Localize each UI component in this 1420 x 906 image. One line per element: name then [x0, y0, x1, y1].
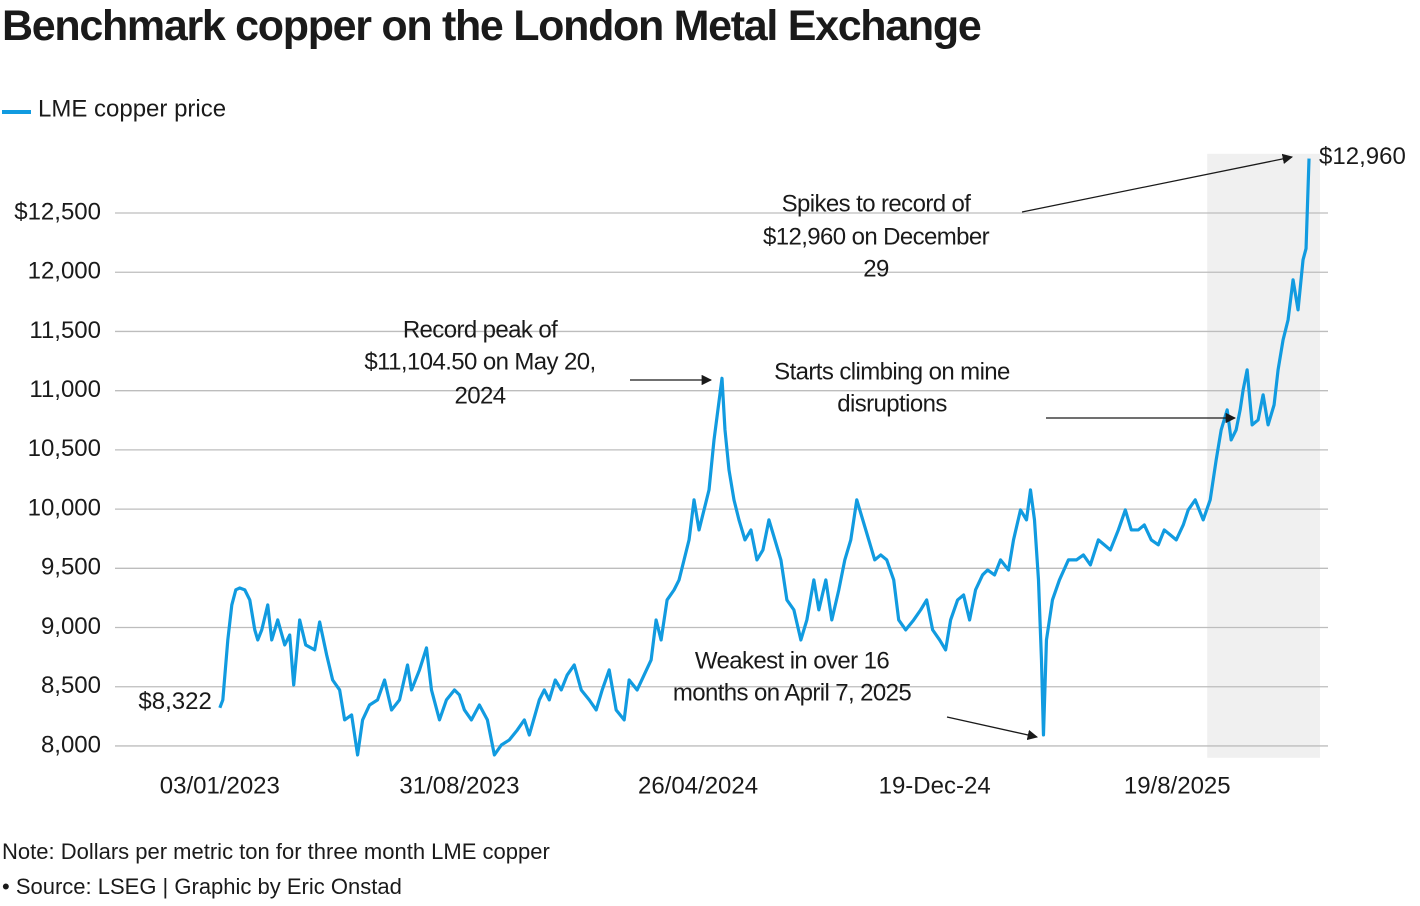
y-tick-label: 10,000 [28, 494, 101, 521]
annotation: Spikes to record of [782, 190, 972, 217]
y-tick-label: 11,000 [29, 376, 101, 403]
y-tick-label: 10,500 [28, 435, 101, 462]
x-tick-label: 19/8/2025 [1124, 772, 1231, 799]
annotation: 2024 [455, 382, 506, 409]
highlight-band [1207, 153, 1321, 758]
y-tick-label: 9,000 [41, 613, 101, 640]
x-tick-label: 03/01/2023 [160, 772, 280, 799]
x-tick-label: 19-Dec-24 [879, 772, 991, 799]
annotation-arrow [1021, 153, 1294, 213]
annotation: 29 [863, 255, 889, 282]
annotation: $11,104.50 on May 20, [364, 348, 595, 375]
annotation-arrow [946, 716, 1039, 741]
annotation: Weakest in over 16 [695, 647, 889, 674]
x-tick-label: 26/04/2024 [638, 772, 758, 799]
legend-label: LME copper price [38, 95, 226, 122]
annotation: Starts climbing on mine [774, 358, 1010, 385]
x-tick-label: 31/08/2023 [399, 772, 519, 799]
y-tick-label: 11,500 [29, 317, 101, 344]
point-label: $12,960 [1319, 143, 1406, 170]
y-tick-label: 12,000 [28, 258, 101, 285]
annotation: $12,960 on December [763, 223, 990, 250]
y-tick-label: 8,000 [41, 731, 101, 758]
source: • Source: LSEG | Graphic by Eric Onstad [2, 874, 402, 899]
annotation: disruptions [837, 390, 947, 417]
chart-title: Benchmark copper on the London Metal Exc… [2, 2, 981, 50]
y-tick-label: $12,500 [14, 198, 101, 225]
point-label: $8,322 [138, 688, 211, 715]
y-tick-label: 8,500 [41, 672, 101, 699]
note: Note: Dollars per metric ton for three m… [2, 839, 550, 864]
annotation: months on April 7, 2025 [673, 679, 912, 706]
y-tick-label: 9,500 [41, 554, 101, 581]
price-line [218, 158, 1311, 757]
annotation: Record peak of [403, 316, 558, 343]
